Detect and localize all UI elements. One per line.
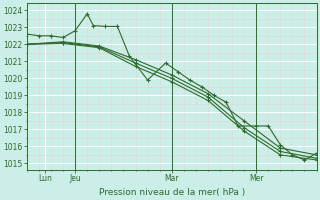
X-axis label: Pression niveau de la mer( hPa ): Pression niveau de la mer( hPa ) (99, 188, 245, 197)
